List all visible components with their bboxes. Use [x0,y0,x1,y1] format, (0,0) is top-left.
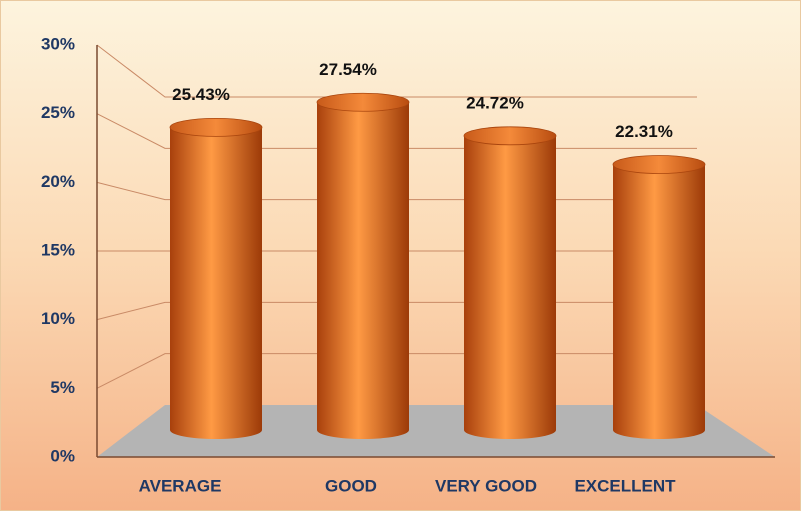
value-label: 27.54% [319,60,377,79]
bar-top [316,92,410,112]
y-tick-label: 15% [41,240,75,259]
bar [170,127,262,440]
y-tick-label: 20% [41,172,75,191]
y-tick-label: 10% [41,309,75,328]
bar-top [169,117,263,137]
x-tick-label: EXCELLENT [574,476,676,495]
y-tick-label: 5% [50,378,75,397]
bar-top [612,155,706,174]
value-label: 22.31% [615,122,673,141]
y-tick-label: 25% [41,103,75,122]
y-tick-label: 0% [50,446,75,465]
value-label: 24.72% [466,93,524,112]
bar [613,164,705,440]
bar [317,102,409,440]
x-tick-label: AVERAGE [139,476,222,495]
y-tick-label: 30% [41,34,75,53]
floor [97,405,775,457]
value-label: 25.43% [172,85,230,104]
grid-line [96,44,697,98]
bar [464,135,556,439]
bar-top [463,126,557,146]
x-tick-label: GOOD [325,476,377,495]
x-tick-label: VERY GOOD [435,476,537,495]
